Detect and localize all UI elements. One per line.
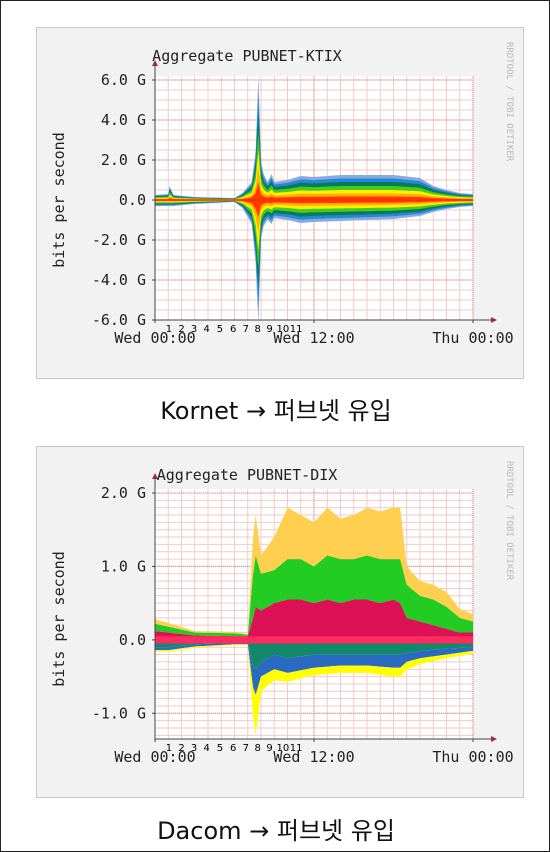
annotation-label: 8 xyxy=(255,743,261,754)
chart-ktix: 6.0 G4.0 G2.0 G0.0-2.0 G-4.0 G-6.0 GWed … xyxy=(50,42,514,347)
y-axis-arrow xyxy=(152,60,158,66)
y-axis-label: bits per second xyxy=(50,551,68,686)
series-layer-5 xyxy=(155,642,473,695)
x-tick-label: Thu 00:00 xyxy=(432,329,513,347)
annotation-label: 11 xyxy=(290,743,303,754)
annotation-label: 4 xyxy=(203,324,209,335)
annotation-label: 6 xyxy=(230,324,236,335)
series-layer-1 xyxy=(155,599,473,640)
annotation-label: 4 xyxy=(203,743,209,754)
y-tick-label: -4.0 G xyxy=(92,271,146,289)
zero-band xyxy=(155,636,473,644)
x-axis-arrow xyxy=(491,736,497,742)
x-tick-label: Wed 00:00 xyxy=(114,329,195,347)
rrdtool-watermark: RRDTOOL / TOBI OETIKER xyxy=(504,461,514,581)
annotation-label: 3 xyxy=(191,743,197,754)
caption-kornet: Kornet → 퍼브넷 유입 xyxy=(160,397,392,425)
rrdtool-watermark: RRDTOOL / TOBI OETIKER xyxy=(504,42,514,162)
y-tick-label: 2.0 G xyxy=(101,484,146,502)
y-tick-label: 6.0 G xyxy=(101,71,146,89)
y-tick-label: 0.0 xyxy=(119,191,146,209)
annotation-label: 10 xyxy=(276,743,289,754)
y-tick-label: 1.0 G xyxy=(101,557,146,575)
y-tick-label: 2.0 G xyxy=(101,151,146,169)
annotation-label: 2 xyxy=(178,743,184,754)
series-layer-3 xyxy=(155,507,473,635)
series-layer-2 xyxy=(155,555,473,637)
annotation-label: 6 xyxy=(230,743,236,754)
x-tick-label: Wed 00:00 xyxy=(114,748,195,766)
chart-title: Aggregate PUBNET-DIX xyxy=(157,466,338,484)
chart-dix: 2.0 G 1.0 G 0.0 -1.0 G Wed 00:00 Wed 12:00 Thu… xyxy=(50,461,514,766)
annotation-label: 11 xyxy=(290,324,303,335)
y-tick-label: 4.0 G xyxy=(101,111,146,129)
caption-dacom: Dacom → 퍼브넷 유입 xyxy=(157,817,395,845)
y-tick-label: -2.0 G xyxy=(92,231,146,249)
annotation-label: 9 xyxy=(266,743,272,754)
annotation-label: 3 xyxy=(191,324,197,335)
annotation-label: 5 xyxy=(217,743,223,754)
series-layer-4 xyxy=(155,639,473,670)
annotation-label: 7 xyxy=(243,324,249,335)
annotation-label: 9 xyxy=(266,324,272,335)
chart-panel-dix: 2.0 G 1.0 G 0.0 -1.0 G Wed 00:00 Wed 12:00 Thu… xyxy=(36,446,524,798)
annotation-label: 1 xyxy=(166,743,172,754)
y-tick-label: 0.0 xyxy=(119,631,146,649)
chart-title: Aggregate PUBNET-KTIX xyxy=(152,47,342,65)
y-axis-label: bits per second xyxy=(50,132,68,267)
annotation-label: 10 xyxy=(276,324,289,335)
y-tick-label: -1.0 G xyxy=(92,704,146,722)
y-tick-label: -6.0 G xyxy=(92,311,146,329)
annotation-label: 5 xyxy=(217,324,223,335)
annotation-label: 7 xyxy=(243,743,249,754)
x-tick-label: Wed 12:00 xyxy=(273,748,354,766)
x-axis-arrow xyxy=(491,317,497,323)
annotation-label: 2 xyxy=(178,324,184,335)
annotation-label: 8 xyxy=(255,324,261,335)
x-tick-label: Thu 00:00 xyxy=(432,748,513,766)
chart-panel-ktix: 6.0 G 4.0 G 2.0 G 0.0 -2.0 G -4.0 G -6.0 G Wed … xyxy=(36,27,524,379)
annotation-label: 1 xyxy=(166,324,172,335)
y-axis-arrow xyxy=(152,473,158,479)
x-tick-label: Wed 12:00 xyxy=(273,329,354,347)
